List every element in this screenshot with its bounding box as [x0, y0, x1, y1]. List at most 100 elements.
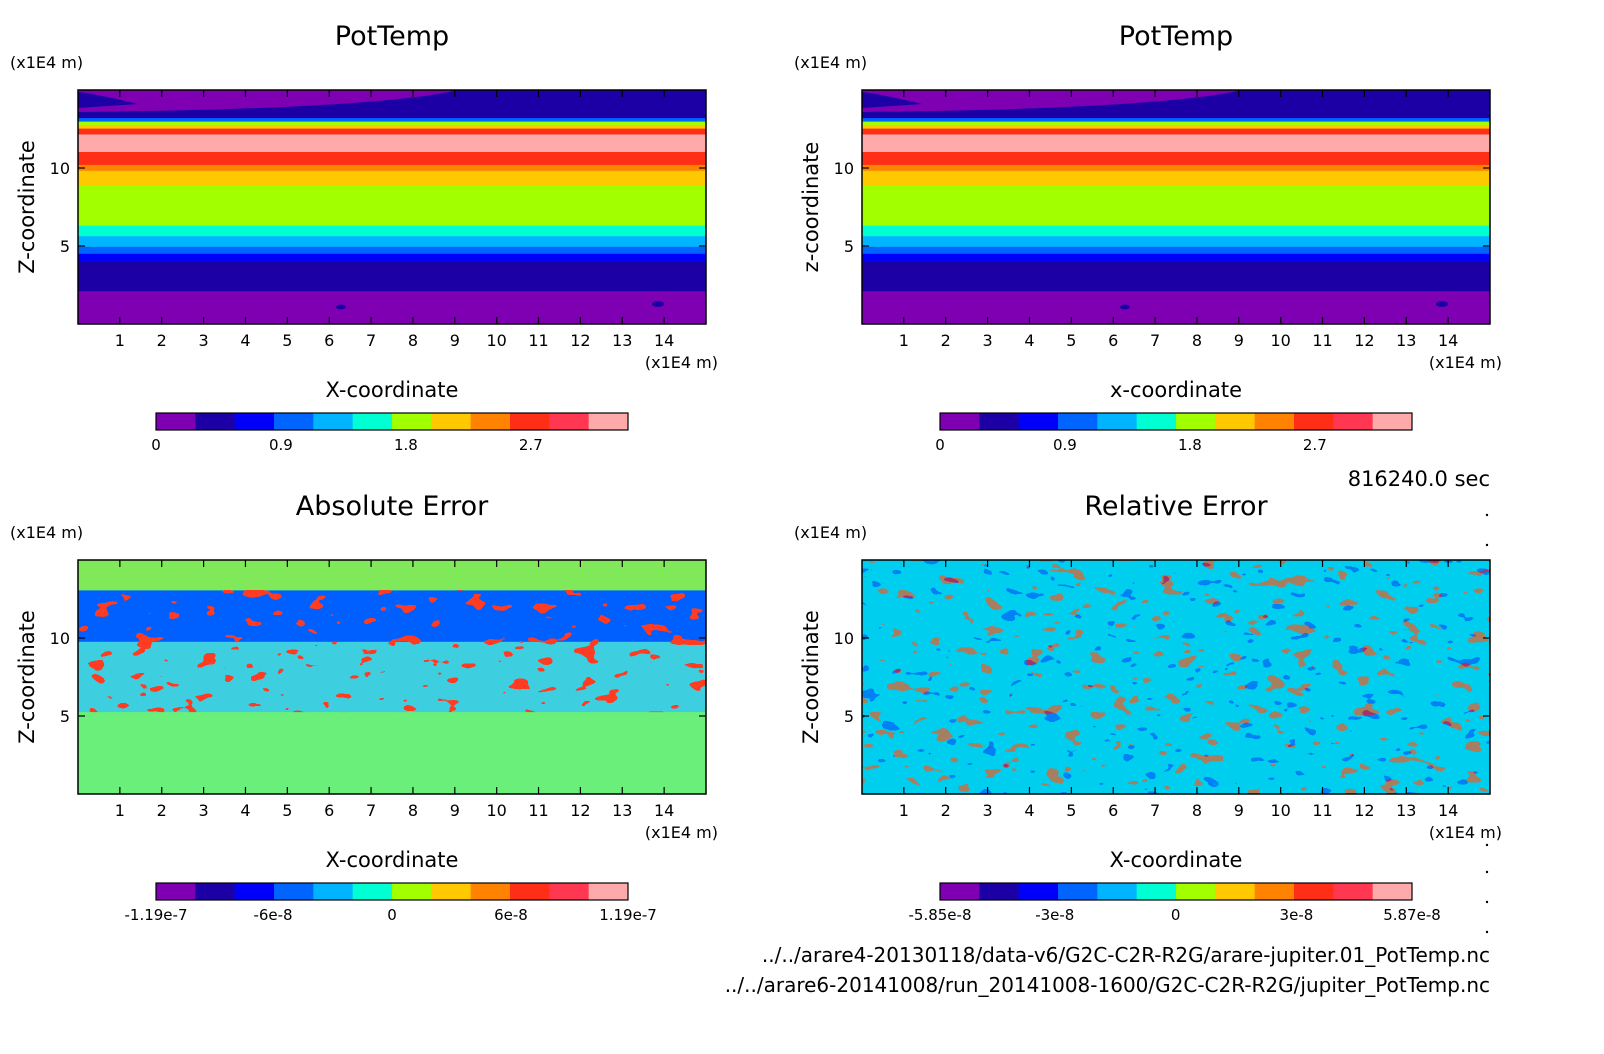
colorbar-segment: [979, 883, 1019, 900]
colorbar-segment: [1018, 883, 1059, 900]
y-unit-label: (x1E4 m): [10, 53, 83, 72]
contour-band: [78, 121, 706, 126]
x-tick-label: 9: [1234, 331, 1244, 350]
colorbar-label: 2.7: [1303, 436, 1327, 454]
y-tick-label: 5: [60, 707, 70, 726]
colorbar-segment: [1372, 413, 1413, 430]
colorbar-segment: [1176, 413, 1216, 430]
x-tick-label: 4: [1024, 801, 1034, 820]
colorbar-segment: [940, 883, 980, 900]
colorbar-segment: [1058, 883, 1098, 900]
colorbar-segment: [1136, 413, 1177, 430]
x-tick-label: 1: [115, 801, 125, 820]
plot-area: [861, 89, 1491, 325]
colorbar-segment: [510, 883, 550, 900]
contour-band: [862, 152, 1490, 166]
x-tick-label: 14: [654, 801, 674, 820]
colorbar-frame: [939, 412, 1413, 431]
colorbar-segment: [313, 883, 353, 900]
colorbar-segment: [1333, 413, 1373, 430]
colorbar-segment: [510, 413, 550, 430]
x-tick-label: 2: [941, 331, 951, 350]
contour-band: [862, 291, 1490, 325]
contour-band: [78, 128, 706, 135]
chart-title: PotTemp: [335, 21, 449, 52]
colorbar-segment: [274, 883, 314, 900]
colorbar-segment: [588, 883, 629, 900]
plot-frame: [77, 559, 707, 795]
relative-error-panel: Relative Error (x1E4 m) (x1E4 m) X-coordina…: [794, 491, 1502, 924]
plot-area: [77, 559, 707, 795]
colorbar-segment: [549, 883, 589, 900]
x-tick-label: 4: [1024, 331, 1034, 350]
x-tick-label: 11: [528, 331, 548, 350]
colorbar-segment: [156, 413, 196, 430]
colorbar-frame: [155, 412, 629, 431]
colorbar-segment: [1176, 883, 1216, 900]
plot-frame: [861, 89, 1491, 325]
colorbar-segment: [234, 883, 275, 900]
x-tick-label: 10: [1270, 331, 1290, 350]
y-unit-label: (x1E4 m): [794, 523, 867, 542]
contour-band: [78, 118, 706, 123]
plot-frame: [861, 559, 1491, 795]
contour-band: [78, 291, 706, 325]
colorbar-label: 1.8: [1178, 436, 1202, 454]
contour-band: [862, 128, 1490, 135]
x-tick-label: 9: [450, 801, 460, 820]
colorbar-segment: [940, 413, 980, 430]
colorbar-segment: [1294, 883, 1334, 900]
x-tick-label: 1: [899, 331, 909, 350]
contour-band: [78, 92, 138, 108]
x-tick-label: 10: [486, 801, 506, 820]
colorbar-segment: [1254, 883, 1295, 900]
contour-spot: [1436, 301, 1448, 307]
noise-layer: [862, 560, 1490, 794]
x-tick-label: 13: [1396, 331, 1416, 350]
contour-band: [862, 125, 1490, 130]
x-tick-label: 1: [115, 331, 125, 350]
colorbar-frame: [155, 882, 629, 901]
contour-band: [862, 253, 1490, 263]
contour-band: [862, 90, 1242, 112]
colorbar-segment: [274, 413, 314, 430]
colorbar-segment: [234, 413, 275, 430]
colorbar-segment: [313, 413, 353, 430]
colorbar-segment: [1254, 413, 1295, 430]
colorbar-segment: [195, 413, 235, 430]
x-axis-label: X-coordinate: [326, 378, 459, 402]
x-tick-label: 2: [157, 331, 167, 350]
x-tick-label: 3: [199, 801, 209, 820]
contour-band: [78, 185, 706, 227]
contour-band: [862, 246, 1490, 255]
colorbar-segment: [1058, 413, 1098, 430]
y-axis-label: Z-coordinate: [15, 140, 39, 274]
contour-band: [862, 121, 1490, 126]
plot-area: [861, 559, 1491, 795]
contour-band: [862, 134, 1490, 153]
colorbar-label: -1.19e-7: [125, 906, 188, 924]
contour-band: [862, 164, 1490, 172]
colorbar-segment: [1018, 413, 1059, 430]
colorbar: -5.85e-8 -3e-8 0 3e-8 5.87e-8: [909, 882, 1441, 924]
contour-band: [862, 261, 1490, 292]
colorbar-segment: [195, 883, 235, 900]
y-axis-label: Z-coordinate: [799, 610, 823, 744]
x-unit-label: (x1E4 m): [645, 353, 718, 372]
x-tick-label: 8: [1192, 331, 1202, 350]
x-axis-label: X-coordinate: [326, 848, 459, 872]
x-tick-label: 5: [1066, 801, 1076, 820]
colorbar-segment: [431, 413, 471, 430]
time-label: 816240.0 sec: [1348, 467, 1490, 491]
x-tick-label: 13: [1396, 801, 1416, 820]
pottemp-panel-new: PotTemp (x1E4 m) (x1E4 m) x-coordinate z-coo…: [794, 21, 1502, 454]
colorbar-label: 6e-8: [494, 906, 528, 924]
colorbar-label: 5.87e-8: [1383, 906, 1441, 924]
colorbar-label: 0: [387, 906, 397, 924]
x-tick-label: 6: [1108, 331, 1118, 350]
x-tick-label: 12: [1354, 801, 1374, 820]
y-tick-label: 10: [834, 629, 854, 648]
contour-band: [78, 261, 706, 292]
x-tick-label: 10: [486, 331, 506, 350]
chart-title: Absolute Error: [296, 491, 489, 522]
